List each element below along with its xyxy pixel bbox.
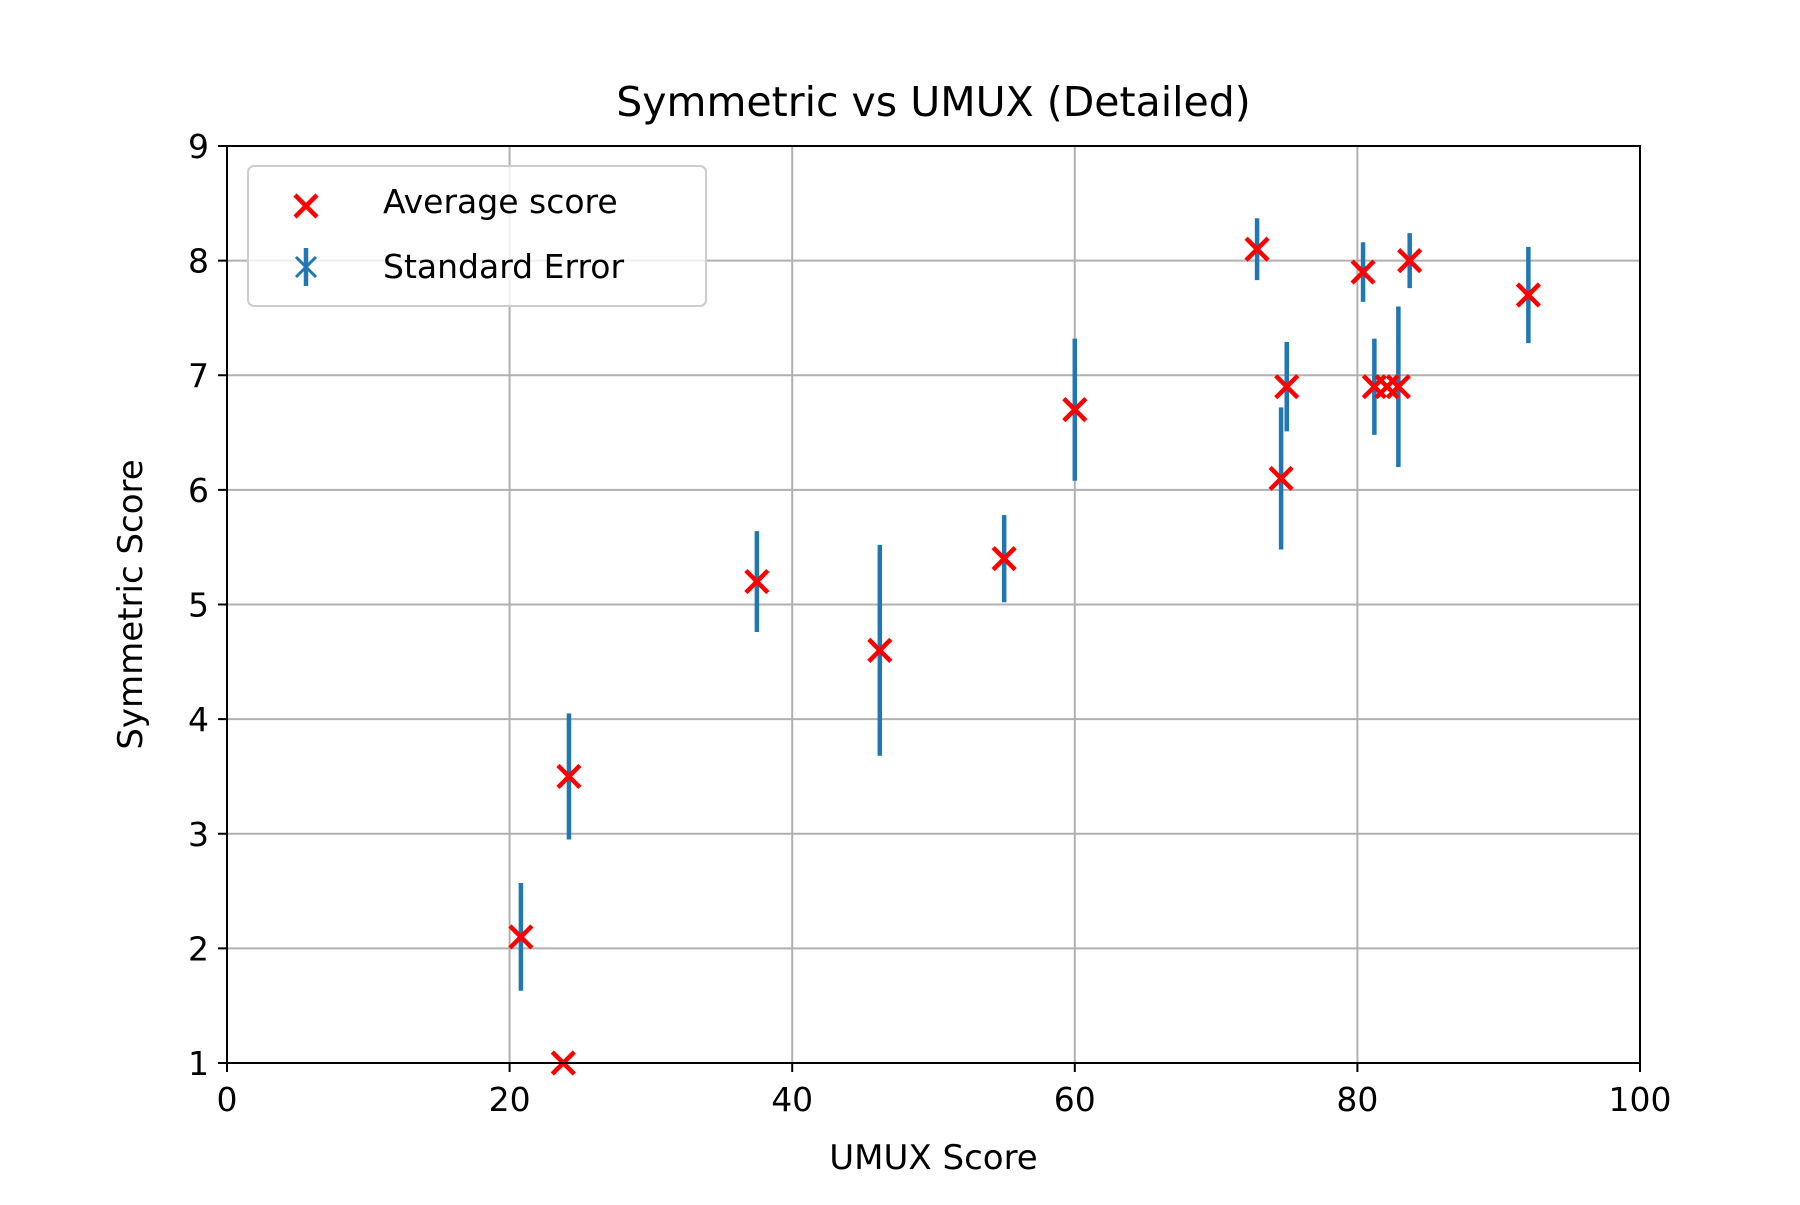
data-point-marker: [867, 637, 893, 663]
x-tick-label: 20: [489, 1080, 531, 1119]
data-point-marker: [1374, 374, 1400, 400]
data-point-marker: [1397, 248, 1423, 274]
y-tick-label: 7: [188, 356, 209, 395]
y-tick-label: 1: [188, 1044, 209, 1083]
x-tick-label: 60: [1054, 1080, 1096, 1119]
x-tick-label: 40: [771, 1080, 813, 1119]
legend-label-standard-error: Standard Error: [383, 247, 624, 286]
legend-label-average-score: Average score: [383, 182, 618, 221]
axis-ticks: 0 20 40 60 80 100 1 2 3 4 5 6 7 8 9: [188, 127, 1672, 1119]
y-tick-label: 2: [188, 929, 209, 968]
data-point-marker: [1244, 236, 1270, 262]
data-point-marker: [744, 568, 770, 595]
legend-x-marker: [293, 193, 319, 219]
y-tick-label: 8: [188, 242, 209, 281]
y-tick-label: 5: [188, 586, 209, 625]
y-axis-title: Symmetric Score: [111, 459, 151, 749]
y-tick-label: 4: [188, 700, 209, 739]
data-point-marker: [1268, 465, 1294, 492]
data-point-marker: [508, 924, 534, 950]
chart-title: Symmetric vs UMUX (Detailed): [616, 78, 1250, 126]
x-axis-title: UMUX Score: [829, 1138, 1037, 1178]
y-tick-label: 9: [188, 127, 209, 166]
data-point-marker: [1350, 259, 1376, 285]
legend: Average score Standard Error: [247, 165, 707, 307]
data-point-marker: [991, 546, 1017, 572]
data-point-marker: [1062, 397, 1088, 423]
legend-x-marker-icon: [293, 193, 319, 219]
y-tick-label: 3: [188, 815, 209, 854]
data-point-marker: [1385, 374, 1411, 400]
x-tick-label: 100: [1609, 1080, 1672, 1119]
data-point-marker: [1515, 282, 1541, 308]
grid-lines: [227, 146, 1640, 1063]
data-point-marker: [556, 763, 582, 790]
legend-box: [247, 165, 707, 307]
data-point-marker: [1274, 374, 1300, 400]
x-tick-label: 80: [1336, 1080, 1378, 1119]
y-tick-label: 6: [188, 471, 209, 510]
x-tick-label: 0: [217, 1080, 238, 1119]
legend-errorbar-icon: [294, 248, 318, 286]
